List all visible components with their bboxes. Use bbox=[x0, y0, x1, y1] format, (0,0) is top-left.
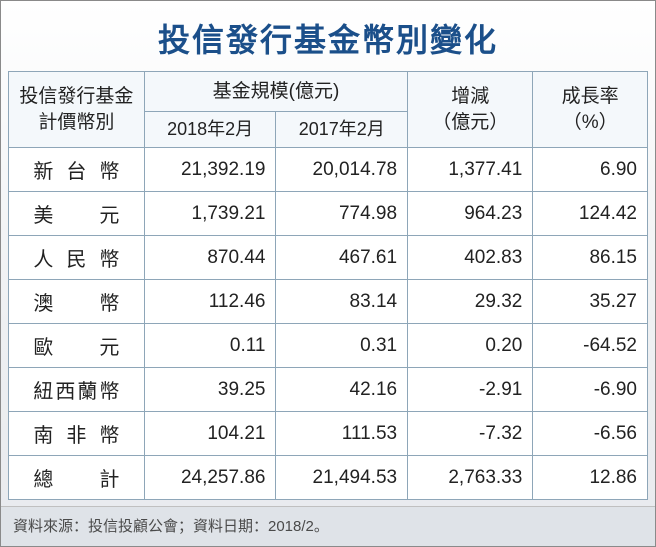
col-growth: 成長率（%） bbox=[533, 72, 648, 148]
source-footer: 資料來源：投信投顧公會；資料日期：2018/2。 bbox=[1, 506, 655, 546]
table-row: 新台幣21,392.1920,014.781,377.416.90 bbox=[9, 148, 648, 192]
cell-2018: 24,257.86 bbox=[144, 456, 276, 500]
cell-label: 人民幣 bbox=[9, 236, 145, 280]
table-row: 總計24,257.8621,494.532,763.3312.86 bbox=[9, 456, 648, 500]
cell-diff: 402.83 bbox=[408, 236, 533, 280]
col-diff: 增減（億元） bbox=[408, 72, 533, 148]
page-title: 投信發行基金幣別變化 bbox=[1, 1, 655, 71]
col-currency: 投信發行基金計價幣別 bbox=[9, 72, 145, 148]
cell-2018: 0.11 bbox=[144, 324, 276, 368]
col-2018: 2018年2月 bbox=[144, 112, 276, 148]
cell-diff: -7.32 bbox=[408, 412, 533, 456]
cell-label: 美元 bbox=[9, 192, 145, 236]
cell-diff: 2,763.33 bbox=[408, 456, 533, 500]
cell-growth: 12.86 bbox=[533, 456, 648, 500]
cell-2017: 467.61 bbox=[276, 236, 408, 280]
cell-label: 總計 bbox=[9, 456, 145, 500]
cell-2018: 104.21 bbox=[144, 412, 276, 456]
cell-growth: 86.15 bbox=[533, 236, 648, 280]
cell-growth: -6.56 bbox=[533, 412, 648, 456]
cell-2018: 21,392.19 bbox=[144, 148, 276, 192]
cell-growth: 6.90 bbox=[533, 148, 648, 192]
cell-2017: 21,494.53 bbox=[276, 456, 408, 500]
cell-2017: 42.16 bbox=[276, 368, 408, 412]
table-header: 投信發行基金計價幣別 基金規模(億元) 增減（億元） 成長率（%） 2018年2… bbox=[9, 72, 648, 148]
cell-2017: 111.53 bbox=[276, 412, 408, 456]
cell-label: 南非幣 bbox=[9, 412, 145, 456]
cell-label: 歐元 bbox=[9, 324, 145, 368]
col-size-group: 基金規模(億元) bbox=[144, 72, 407, 112]
table-card: 投信發行基金幣別變化 投信發行基金計價幣別 基金規模(億元) 增減（億元） 成長… bbox=[0, 0, 656, 547]
col-2017: 2017年2月 bbox=[276, 112, 408, 148]
cell-2017: 774.98 bbox=[276, 192, 408, 236]
cell-diff: 964.23 bbox=[408, 192, 533, 236]
cell-2017: 0.31 bbox=[276, 324, 408, 368]
cell-label: 新台幣 bbox=[9, 148, 145, 192]
cell-growth: 124.42 bbox=[533, 192, 648, 236]
cell-2018: 870.44 bbox=[144, 236, 276, 280]
cell-growth: -64.52 bbox=[533, 324, 648, 368]
cell-growth: 35.27 bbox=[533, 280, 648, 324]
table-row: 人民幣870.44467.61402.8386.15 bbox=[9, 236, 648, 280]
table-row: 紐西蘭幣39.2542.16-2.91-6.90 bbox=[9, 368, 648, 412]
cell-2018: 1,739.21 bbox=[144, 192, 276, 236]
cell-2017: 83.14 bbox=[276, 280, 408, 324]
cell-diff: 0.20 bbox=[408, 324, 533, 368]
cell-label: 紐西蘭幣 bbox=[9, 368, 145, 412]
cell-diff: 29.32 bbox=[408, 280, 533, 324]
table-row: 澳幣112.4683.1429.3235.27 bbox=[9, 280, 648, 324]
cell-diff: -2.91 bbox=[408, 368, 533, 412]
cell-growth: -6.90 bbox=[533, 368, 648, 412]
cell-2018: 39.25 bbox=[144, 368, 276, 412]
table-row: 美元1,739.21774.98964.23124.42 bbox=[9, 192, 648, 236]
cell-diff: 1,377.41 bbox=[408, 148, 533, 192]
cell-2018: 112.46 bbox=[144, 280, 276, 324]
cell-label: 澳幣 bbox=[9, 280, 145, 324]
currency-table: 投信發行基金計價幣別 基金規模(億元) 增減（億元） 成長率（%） 2018年2… bbox=[8, 71, 648, 500]
cell-2017: 20,014.78 bbox=[276, 148, 408, 192]
table-row: 歐元0.110.310.20-64.52 bbox=[9, 324, 648, 368]
table-row: 南非幣104.21111.53-7.32-6.56 bbox=[9, 412, 648, 456]
table-body: 新台幣21,392.1920,014.781,377.416.90美元1,739… bbox=[9, 148, 648, 500]
